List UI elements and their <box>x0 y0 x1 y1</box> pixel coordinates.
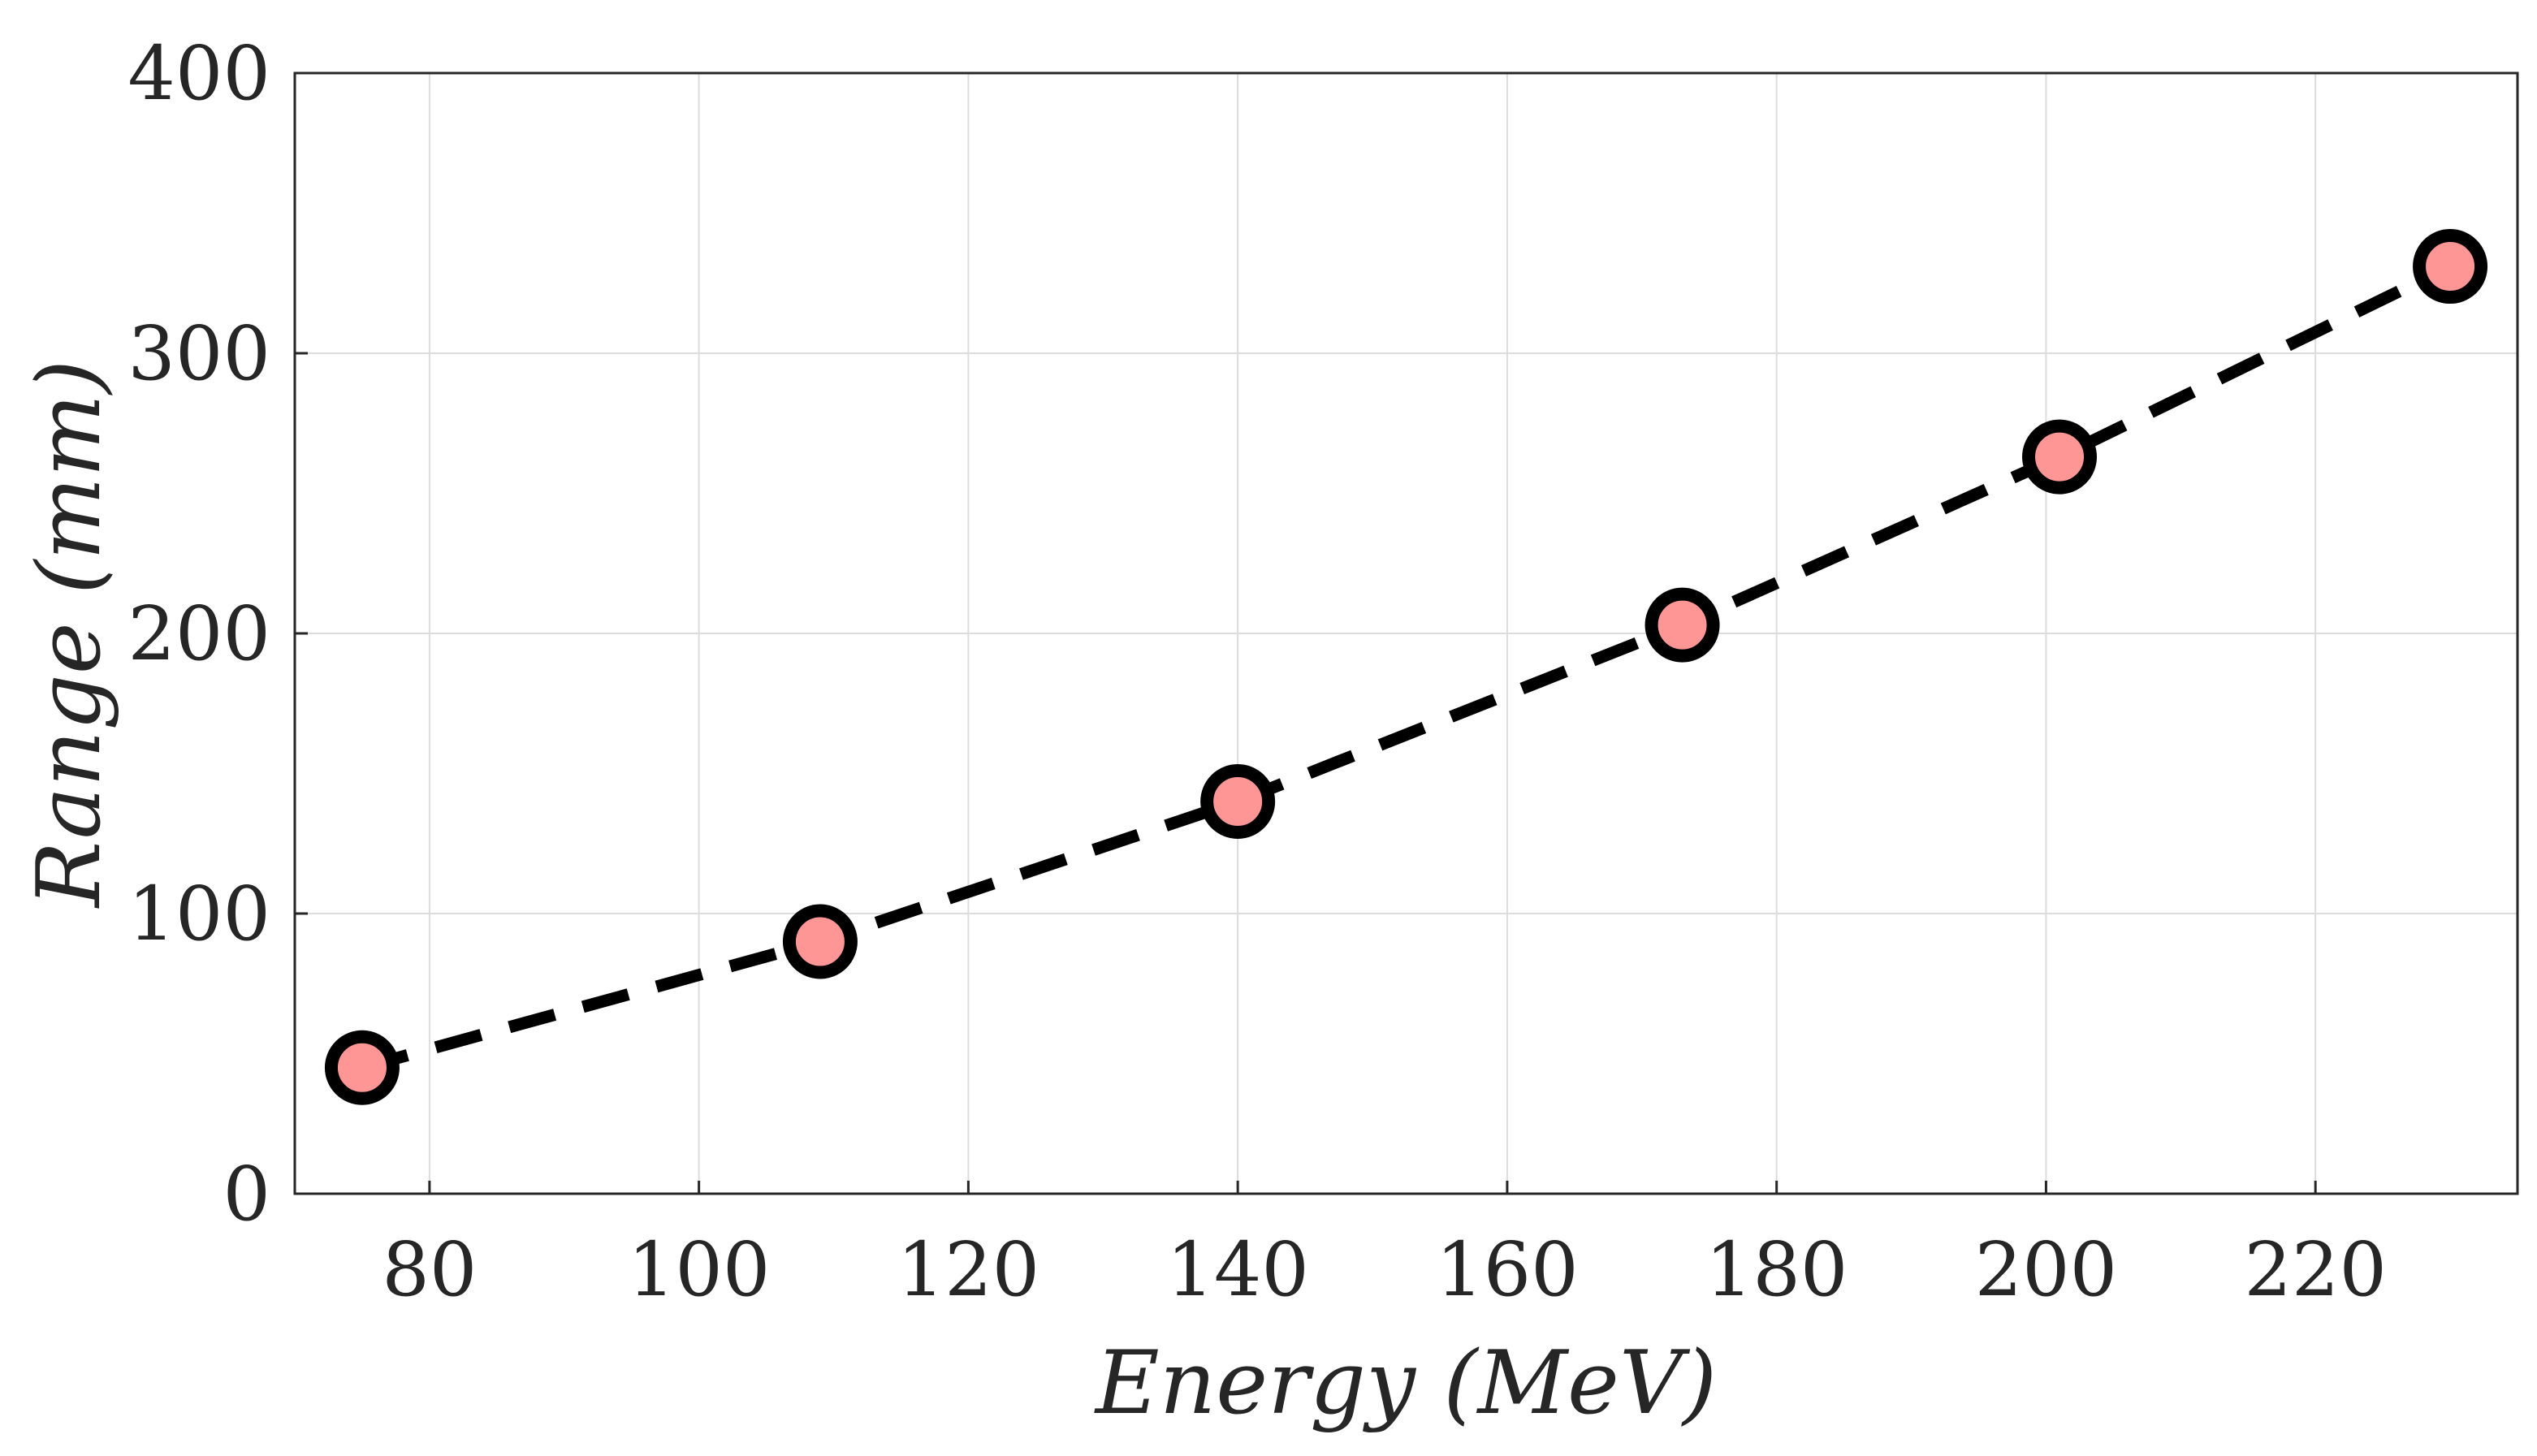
y-axis-ticks: 0 100 200 300 400 <box>127 30 308 1238</box>
x-tick-label: 140 <box>1166 1226 1309 1313</box>
x-tick-label: 220 <box>2244 1226 2387 1313</box>
data-point <box>782 904 858 979</box>
y-axis-title: Range (mm) <box>19 360 120 909</box>
y-tick-label: 400 <box>127 30 270 117</box>
x-tick-label: 200 <box>1975 1226 2118 1313</box>
data-point <box>324 1030 400 1105</box>
y-tick-label: 0 <box>223 1151 270 1238</box>
data-point <box>2413 229 2488 305</box>
series-line <box>360 261 2453 1074</box>
x-axis-ticks: 80 100 120 140 160 180 200 220 <box>382 1181 2387 1313</box>
x-tick-label: 100 <box>628 1226 771 1313</box>
x-tick-label: 180 <box>1705 1226 1848 1313</box>
x-tick-label: 80 <box>382 1226 477 1313</box>
x-tick-label: 160 <box>1436 1226 1579 1313</box>
data-point <box>2022 419 2098 495</box>
data-point <box>1200 764 1276 839</box>
grid-lines <box>295 72 2518 1195</box>
x-axis-title: Energy (MeV) <box>1094 1333 1717 1434</box>
data-series <box>324 229 2488 1105</box>
data-point <box>1645 587 1720 663</box>
y-tick-label: 300 <box>127 310 270 397</box>
y-tick-label: 200 <box>127 590 270 677</box>
y-tick-label: 100 <box>127 871 270 957</box>
x-tick-label: 120 <box>897 1226 1040 1313</box>
